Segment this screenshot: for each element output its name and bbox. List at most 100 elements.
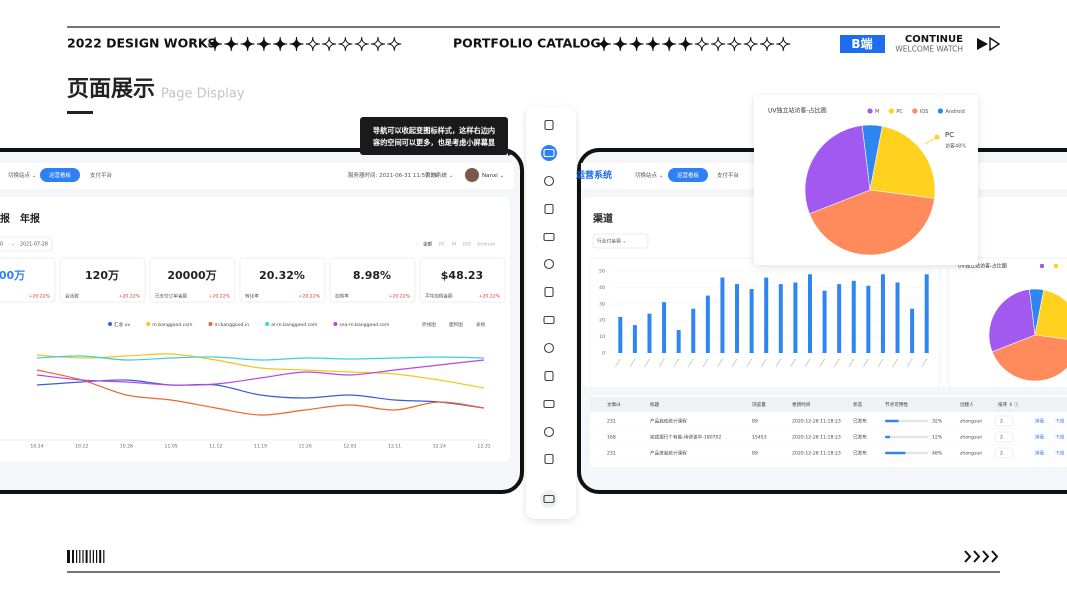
row-action[interactable]: 排看 — [1035, 434, 1045, 441]
legend-dot — [867, 108, 873, 114]
tab[interactable]: 报 — [0, 212, 10, 225]
star-icon — [338, 36, 353, 52]
nav-icon[interactable] — [543, 342, 555, 354]
left-card — [0, 197, 510, 462]
legend-dot — [208, 322, 213, 326]
filter[interactable]: IOS — [463, 242, 471, 248]
row-action[interactable]: 排看 — [1035, 418, 1045, 425]
nav-icon[interactable] — [544, 370, 554, 382]
legend-label[interactable]: m.banggood.in — [215, 322, 250, 328]
line-series — [36, 359, 485, 386]
nav-item[interactable]: 切换站点 ⌄ — [635, 171, 663, 179]
nav-item[interactable]: 支付平台 — [90, 171, 113, 179]
y-tick-label: 10 — [599, 334, 605, 340]
table-cell: 产品启动统计课程 — [650, 418, 687, 425]
legend-label[interactable]: Android — [945, 109, 964, 115]
star-icon — [370, 36, 386, 52]
nav-icon[interactable] — [544, 119, 554, 131]
select-box — [592, 233, 649, 249]
system-menu[interactable]: 贾他系统 ⌄ — [425, 171, 453, 179]
filter[interactable]: PC — [439, 242, 445, 248]
brand: 运营系统 — [576, 169, 612, 181]
nav-icon[interactable] — [543, 315, 555, 325]
callout-label: PC — [945, 131, 954, 139]
nav-icon[interactable] — [543, 258, 555, 270]
bar — [793, 282, 798, 353]
nav-icon[interactable] — [544, 453, 554, 465]
legend-label[interactable]: ar-m.banggood.com — [271, 322, 318, 328]
kpi-value: 00万 — [0, 269, 25, 282]
kpi-label: 会话数 — [65, 293, 79, 300]
kpi-value: 120万 — [85, 269, 119, 282]
row-action[interactable]: 下线 — [1055, 434, 1065, 441]
nav-icon[interactable] — [544, 286, 554, 298]
star-icon — [273, 36, 288, 52]
star-icon — [776, 36, 791, 52]
bar — [691, 308, 696, 353]
nav-icon[interactable] — [543, 175, 555, 187]
row-action[interactable]: 排看 — [1035, 450, 1045, 457]
tooltip-pointer — [508, 150, 514, 156]
kpi-change: +20.22% — [29, 294, 51, 300]
nav-icon[interactable] — [543, 232, 555, 242]
nav-icon[interactable] — [543, 426, 555, 438]
filter[interactable]: Android — [477, 242, 495, 248]
legend-label[interactable]: PC — [896, 109, 903, 115]
pie-slice — [991, 334, 1067, 382]
view-toggle[interactable]: 面积图 — [449, 321, 463, 328]
row-action[interactable]: 下线 — [1055, 418, 1065, 425]
progress-bar — [885, 419, 899, 423]
select-text[interactable]: 行业付金额 ⌄ — [597, 238, 627, 245]
x-tick-label: 11.26 — [299, 444, 312, 450]
pie-title: UV独立站访客-占比图 — [768, 107, 827, 115]
legend-label[interactable]: IOS — [920, 109, 929, 115]
date-sep: - — [12, 243, 14, 248]
continue-sub: WELCOME WATCH — [895, 45, 963, 54]
table-cell: 2 — [1000, 451, 1003, 457]
nav-item[interactable]: 支付平台 — [717, 171, 740, 179]
legend-label[interactable]: sea-m.banggood.com — [339, 322, 389, 328]
row-action[interactable]: 下线 — [1055, 450, 1065, 457]
x-tick-label: 12.11 — [388, 444, 401, 450]
table-header: 节点可用性 — [885, 401, 908, 408]
bar — [662, 302, 667, 353]
table-cell: 2020-12-28 11:18:23 — [792, 419, 841, 425]
line-series — [36, 353, 485, 389]
star-icon — [596, 36, 612, 52]
kpi-value: 20.32% — [259, 269, 305, 282]
table-header-bg — [590, 397, 1067, 412]
view-toggle[interactable]: 折线图 — [422, 321, 436, 328]
filter[interactable]: 全部 — [423, 241, 433, 248]
filter[interactable]: M — [452, 242, 456, 248]
legend-dot — [146, 322, 151, 326]
legend-dot — [937, 108, 944, 114]
nav-icon[interactable] — [544, 203, 554, 215]
play-icon[interactable] — [977, 38, 988, 50]
legend-label[interactable]: m.banggood.com — [152, 322, 193, 328]
pie-title: UV独立站访客-占比图 — [958, 263, 1007, 270]
nav-item[interactable]: 切换站点 ⌄ — [8, 171, 36, 179]
tab[interactable]: 年报 — [20, 212, 40, 225]
barcode-bar — [92, 550, 94, 563]
nav-icon-bg[interactable] — [540, 490, 558, 508]
nav-icon[interactable] — [543, 148, 555, 158]
nav-item-active[interactable]: 运营看板 — [677, 171, 700, 179]
barcode-bar — [85, 550, 88, 563]
next-icon[interactable] — [989, 36, 1001, 52]
nav-item-active[interactable]: 运营看板 — [49, 171, 72, 179]
user-name[interactable]: Nanxi ⌄ — [482, 173, 504, 179]
progress-label: 12% — [932, 435, 943, 441]
legend-label[interactable]: 汇总 uv — [114, 321, 131, 328]
nav-icon-active-bg[interactable] — [541, 145, 557, 161]
line-series — [36, 355, 485, 361]
kpi-label: 加购率 — [335, 293, 349, 300]
pie-slice — [809, 189, 935, 256]
view-toggle[interactable]: 表格 — [476, 321, 486, 328]
nav-icon[interactable] — [543, 399, 555, 409]
section-title: 页面展示 — [67, 77, 155, 102]
nav-icon[interactable] — [543, 494, 555, 504]
star-icon — [629, 36, 644, 52]
legend-label[interactable]: M — [875, 109, 879, 115]
progress-label: 48% — [932, 451, 943, 457]
